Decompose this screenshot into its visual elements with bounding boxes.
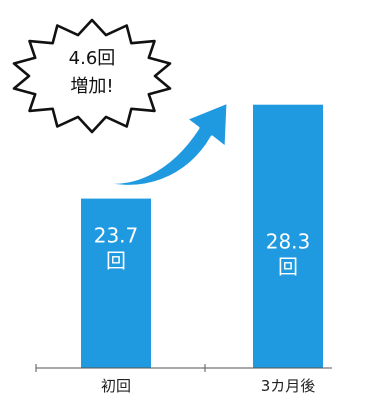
category-label-1: 初回 [101, 377, 131, 395]
bar-2 [253, 104, 323, 368]
increase-arrow [84, 100, 230, 188]
starburst-shape [12, 18, 172, 134]
callout-line-2: 増加! [70, 76, 113, 97]
category-label-2: 3カ月後 [261, 377, 316, 395]
bar-2-value-label-line-1: 28.3 [266, 230, 311, 254]
bar-1 [81, 198, 151, 368]
bar-1-value-label-line-2: 回 [106, 249, 126, 273]
bar-2-value-label-line-2: 回 [278, 255, 298, 279]
callout-burst: 4.6回 増加! [12, 18, 172, 134]
bar-1-value-label-line-1: 23.7 [94, 224, 139, 248]
category-labels-group: 初回 3カ月後 [101, 377, 315, 395]
curved-arrow-icon [84, 100, 230, 188]
callout-line-1: 4.6回 [69, 48, 116, 69]
bars-group [81, 104, 323, 368]
